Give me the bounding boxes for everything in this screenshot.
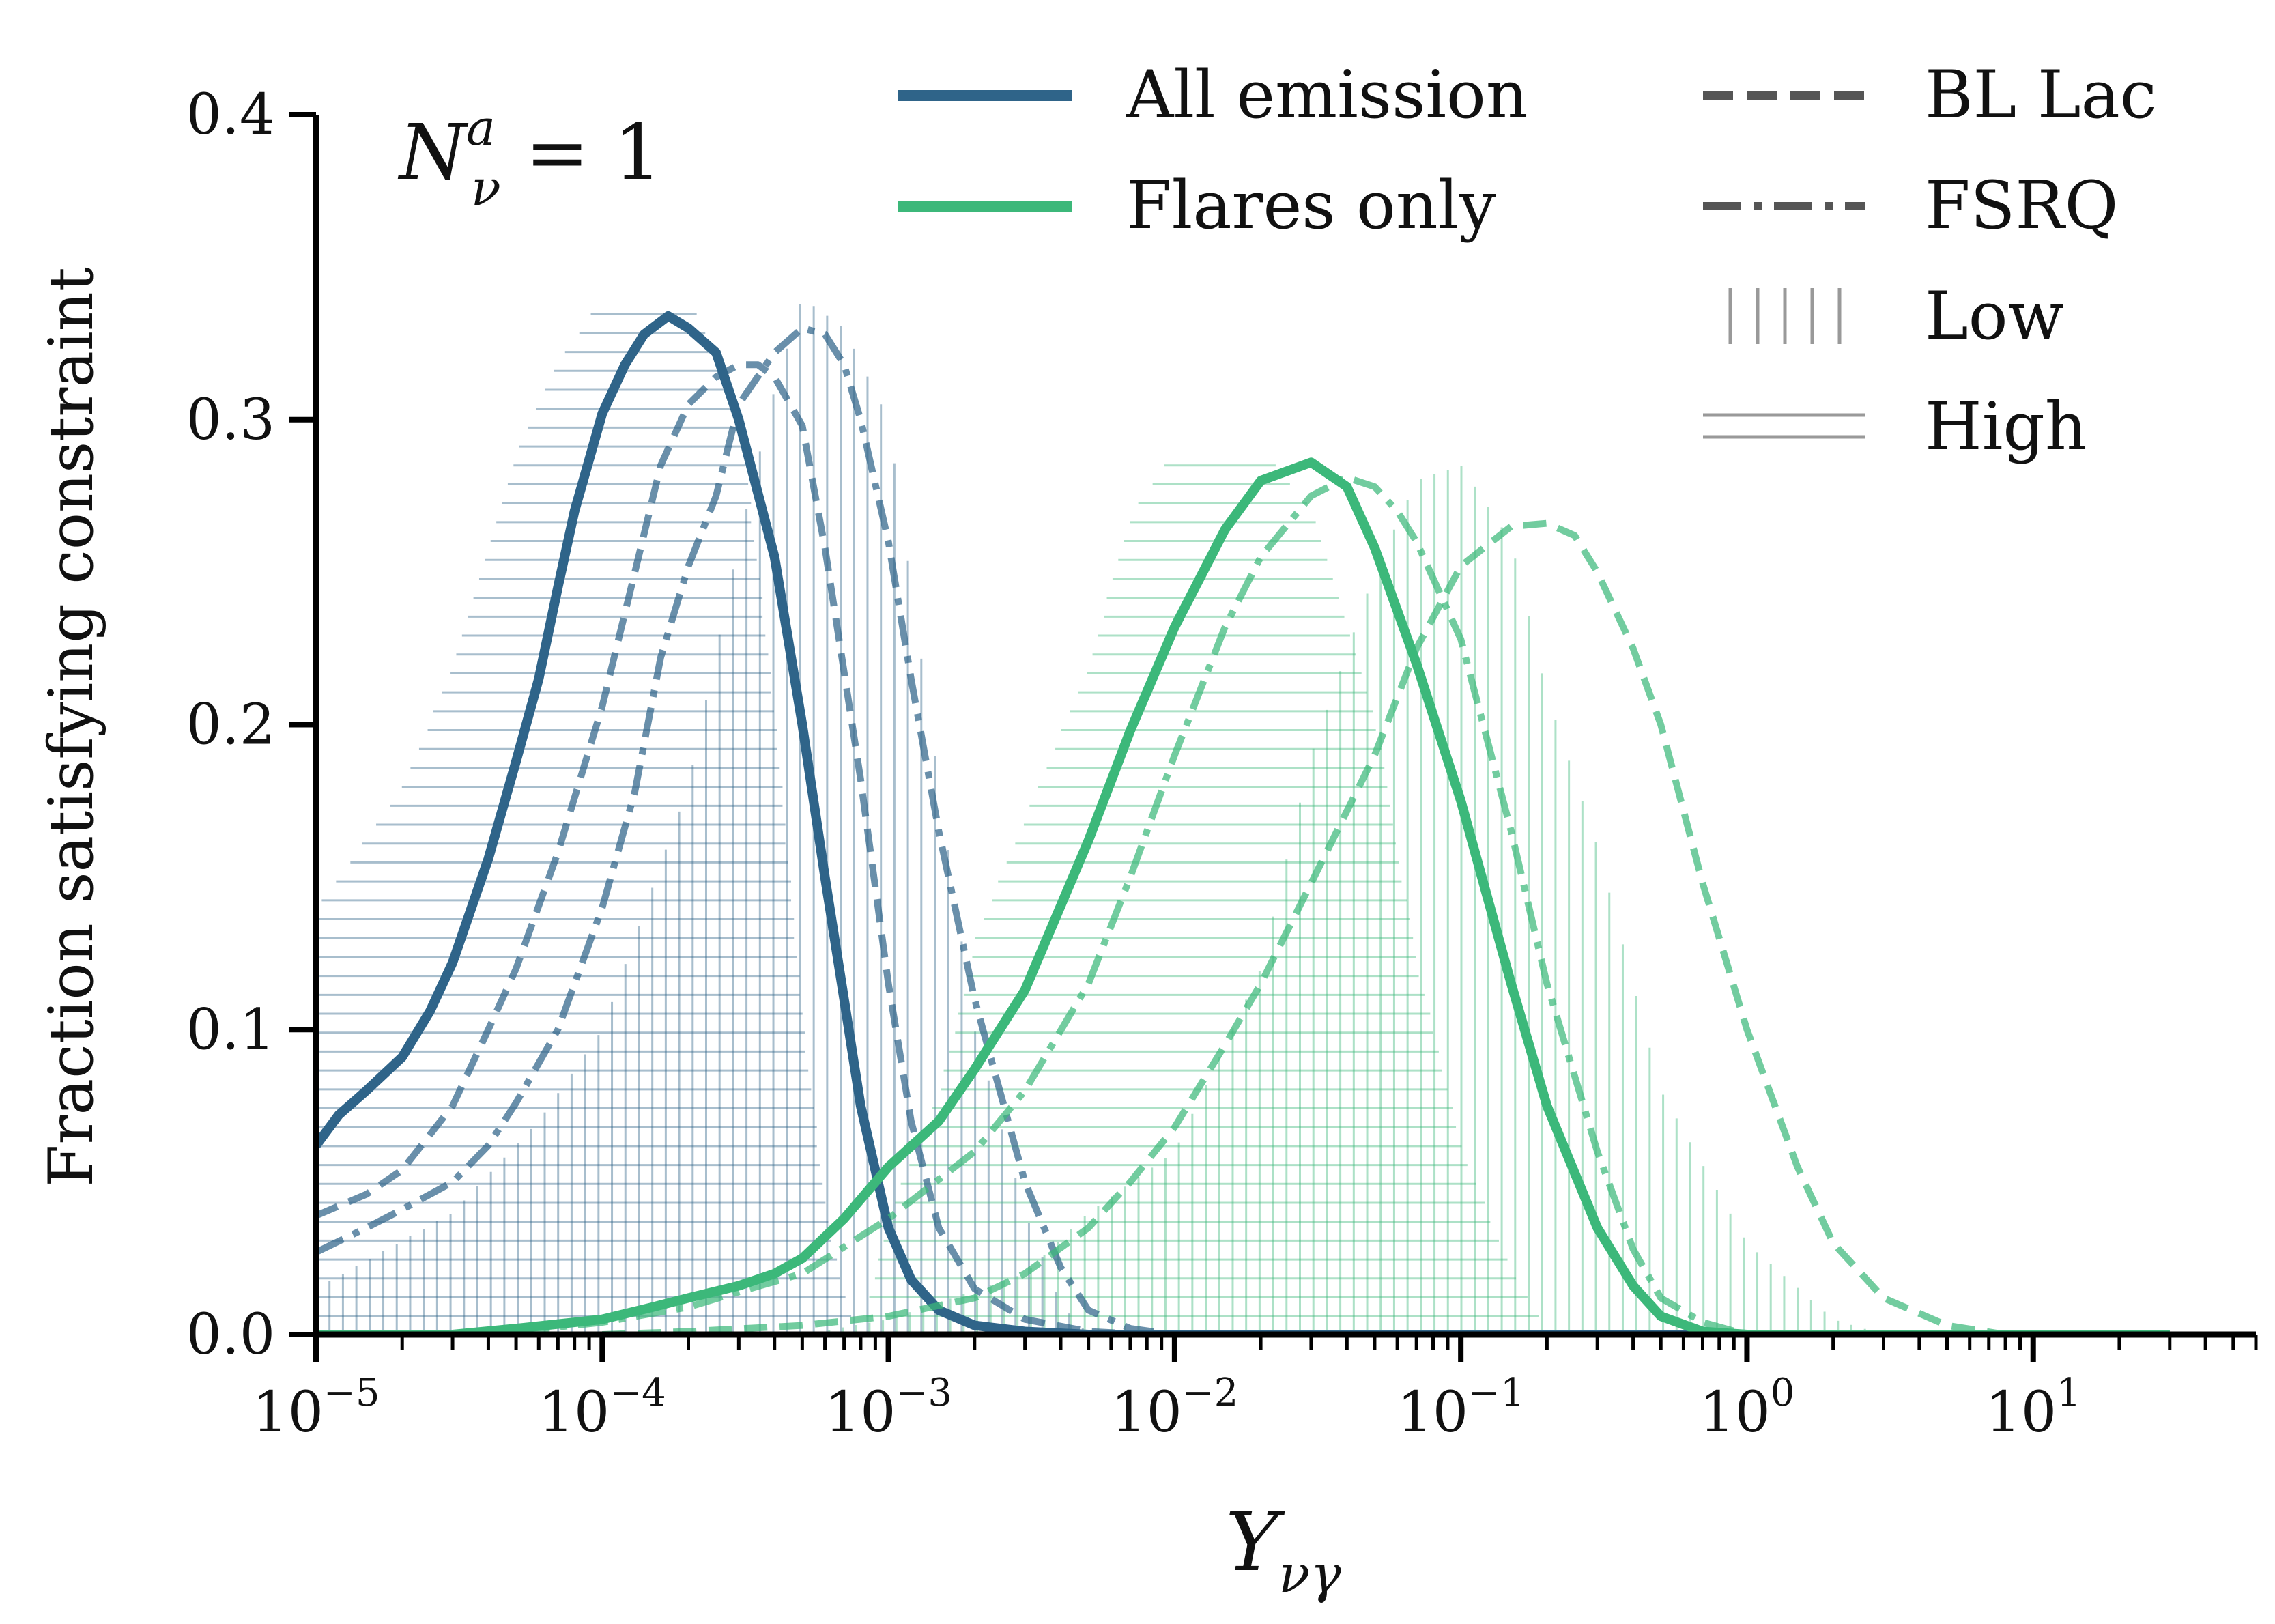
legend-entry-fsrq: FSRQ	[1703, 167, 2118, 244]
legend-label-fsrq: FSRQ	[1925, 167, 2118, 244]
y-tick-label: 0.1	[186, 997, 275, 1062]
legend-key-low	[1728, 288, 1842, 344]
legend-key-high	[1703, 413, 1865, 439]
y-tick-label: 0.0	[186, 1302, 275, 1367]
x-tick-label: 101	[1986, 1371, 2081, 1445]
y-axis-label: Fraction satisfying constraint	[35, 267, 107, 1187]
legend-entry-low: Low	[1728, 278, 2064, 354]
y-tick-label: 0.3	[186, 388, 275, 453]
legend-label-low: Low	[1925, 278, 2064, 354]
legend-label-all-emission: All emission	[1126, 57, 1528, 133]
series-flares-only-bl-lac	[602, 519, 2119, 1335]
y-tick-label: 0.4	[186, 83, 275, 147]
x-tick-label: 10−3	[825, 1371, 952, 1445]
x-tick-label: 10−4	[539, 1371, 666, 1445]
hatch-flares-only-low	[828, 466, 1866, 1335]
series-all-emission-bl-lac	[316, 361, 1261, 1335]
x-tick-label: 10−2	[1111, 1371, 1238, 1445]
series-all-emission-fsrq	[316, 324, 1261, 1335]
legend-label-high: High	[1925, 388, 2087, 465]
y-tick-label: 0.2	[186, 693, 275, 758]
legend-entry-bl-lac: BL Lac	[1703, 57, 2157, 133]
series-flares-only-fsrq	[402, 474, 1884, 1335]
x-tick-label: 100	[1699, 1371, 1794, 1445]
x-tick-label: 10−1	[1397, 1371, 1525, 1445]
x-axis-label-main: Y	[1225, 1495, 1285, 1589]
annotation-sup: a	[466, 99, 496, 156]
annotation-rest: = 1	[501, 109, 662, 197]
legend-label-flares-only: Flares only	[1126, 167, 1496, 244]
series-flares-only-all	[316, 457, 2170, 1335]
annotation-sub: ν	[471, 159, 501, 216]
legend-entry-all-emission: All emission	[898, 57, 1528, 133]
x-axis-label-sub: νγ	[1278, 1543, 1341, 1604]
legend-entry-high: High	[1703, 388, 2087, 465]
legend-label-bl-lac: BL Lac	[1925, 57, 2157, 133]
x-tick-label: 10−5	[253, 1371, 380, 1445]
hatch-all-emission-high	[316, 313, 852, 1317]
hatch-flares-only-high	[866, 464, 1539, 1317]
annotation-label: Na ν = 1	[397, 99, 662, 216]
legend: All emission Flares only BL Lac FSRQ Low…	[898, 57, 2157, 465]
legend-entry-flares-only: Flares only	[898, 167, 1496, 244]
x-axis-label: Yνγ	[1225, 1495, 1341, 1604]
annotation-main: N	[397, 109, 469, 197]
hatch-all-emission-low	[316, 304, 1084, 1335]
hatch-regions	[316, 304, 1866, 1335]
axes: 0.0 0.1 0.2 0.3 0.4 10−5 10−4 10−3 10−2 10−1 100 10…	[186, 83, 2258, 1445]
